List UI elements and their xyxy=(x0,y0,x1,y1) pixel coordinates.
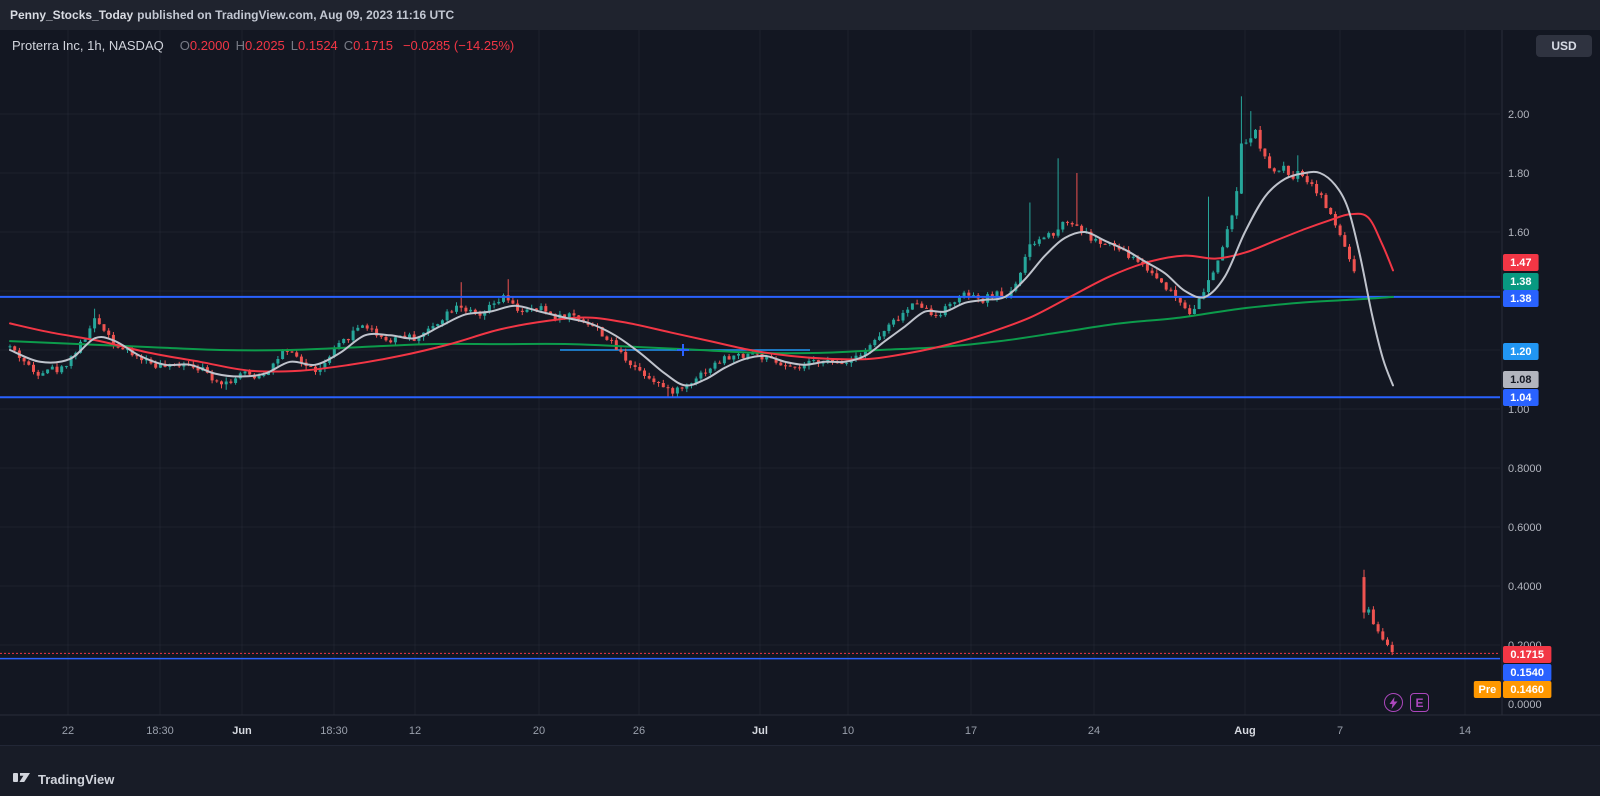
svg-text:1.04: 1.04 xyxy=(1510,392,1532,404)
svg-text:0.1540: 0.1540 xyxy=(1510,667,1544,679)
change-value: −0.0285 (−14.25%) xyxy=(402,38,515,53)
time-axis[interactable]: 22 18:30 Jun 18:30 12 20 26 Jul 10 17 24 Aug 7 14 xyxy=(62,725,1471,737)
lightning-icon xyxy=(1389,696,1398,709)
ohlc-value: 0.1524 xyxy=(298,38,338,53)
earnings-event-icon[interactable]: E xyxy=(1410,693,1429,712)
svg-text:1.47: 1.47 xyxy=(1510,257,1531,269)
footer-bar: TradingView xyxy=(0,745,1600,796)
svg-text:0.6000: 0.6000 xyxy=(1508,522,1542,534)
svg-text:0.4000: 0.4000 xyxy=(1508,581,1542,593)
ohlc-key: H xyxy=(235,38,246,53)
svg-text:22: 22 xyxy=(62,725,74,737)
price-line-handle[interactable] xyxy=(677,344,689,356)
svg-text:7: 7 xyxy=(1337,725,1343,737)
svg-text:Aug: Aug xyxy=(1234,725,1255,737)
ohlc-value: 0.2000 xyxy=(189,38,230,53)
symbol-title[interactable]: Proterra Inc, 1h, NASDAQ xyxy=(12,38,164,53)
ohlc-key: L xyxy=(290,38,299,53)
svg-text:2.00: 2.00 xyxy=(1508,109,1529,121)
ohlc-value: 0.1715 xyxy=(353,38,393,53)
grid-lines xyxy=(0,30,1500,715)
price-axis[interactable]: 2.001.801.601.000.80000.60000.40000.2000… xyxy=(1508,109,1542,711)
ma-slow-green xyxy=(9,295,1394,355)
ohlc-key: C xyxy=(343,38,354,53)
svg-text:20: 20 xyxy=(533,725,545,737)
svg-text:17: 17 xyxy=(965,725,977,737)
svg-text:1.08: 1.08 xyxy=(1510,374,1531,386)
tradingview-glyph xyxy=(13,773,30,782)
publish-bar: Penny_Stocks_Today published on TradingV… xyxy=(0,0,1600,30)
svg-text:14: 14 xyxy=(1459,725,1471,737)
splits-event-icon[interactable] xyxy=(1384,693,1403,712)
tradingview-logo-icon[interactable] xyxy=(12,768,31,787)
ohlc-value: 0.2025 xyxy=(245,38,285,53)
svg-text:0.8000: 0.8000 xyxy=(1508,463,1542,475)
tradingview-brand[interactable]: TradingView xyxy=(38,772,115,787)
svg-text:1.20: 1.20 xyxy=(1510,346,1531,358)
svg-text:0.1460: 0.1460 xyxy=(1510,684,1544,696)
svg-text:26: 26 xyxy=(633,725,645,737)
ohlc-values: O 0.2000 H 0.2025 L 0.1524 C 0.1715 xyxy=(174,38,393,53)
svg-text:1.38: 1.38 xyxy=(1510,276,1531,288)
svg-text:1.60: 1.60 xyxy=(1508,227,1529,239)
svg-text:Pre: Pre xyxy=(1479,684,1497,696)
svg-text:12: 12 xyxy=(409,725,421,737)
chart-area: 2.00 1.80 1.60 1.00 0.8000 0.6000 0.4000 0.2000… xyxy=(0,30,1600,745)
ohlc-key: O xyxy=(179,38,190,53)
svg-text:1.38: 1.38 xyxy=(1510,293,1531,305)
earnings-letter: E xyxy=(1415,695,1424,710)
symbol-legend: Proterra Inc, 1h, NASDAQ O 0.2000 H 0.2025 L… xyxy=(12,38,514,53)
chart-svg[interactable]: 2.00 1.80 1.60 1.00 0.8000 0.6000 0.4000 0.2000… xyxy=(0,30,1600,745)
svg-text:Jul: Jul xyxy=(752,725,768,737)
svg-text:0.0000: 0.0000 xyxy=(1508,699,1542,711)
svg-text:1.80: 1.80 xyxy=(1508,168,1529,180)
svg-text:Jun: Jun xyxy=(232,725,252,737)
svg-text:10: 10 xyxy=(842,725,854,737)
currency-button[interactable]: USD xyxy=(1536,35,1592,57)
ma-mid-red xyxy=(9,212,1394,373)
candlestick-series xyxy=(8,96,1394,656)
svg-text:18:30: 18:30 xyxy=(320,725,348,737)
svg-text:18:30: 18:30 xyxy=(146,725,174,737)
publish-author: Penny_Stocks_Today xyxy=(10,8,134,22)
svg-text:24: 24 xyxy=(1088,725,1100,737)
publish-info: published on TradingView.com, Aug 09, 20… xyxy=(137,8,455,22)
svg-text:1.00: 1.00 xyxy=(1508,404,1529,416)
price-axis-labels: 1.47 1.38 1.38 1.20 1.08 1.04 0.1715 0.1540 0.14… xyxy=(1473,254,1552,698)
horizontal-price-lines xyxy=(0,295,1500,660)
ma-fast-gray xyxy=(9,170,1394,387)
svg-text:0.1715: 0.1715 xyxy=(1510,649,1544,661)
